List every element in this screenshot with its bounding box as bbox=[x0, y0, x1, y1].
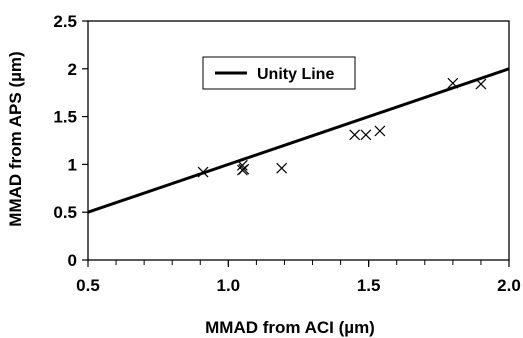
y-tick-label: 0 bbox=[68, 251, 77, 270]
x-axis-title: MMAD from ACI (µm) bbox=[205, 318, 375, 337]
data-point bbox=[349, 129, 361, 141]
y-axis-title: MMAD from APS (µm) bbox=[6, 51, 25, 226]
data-point bbox=[360, 129, 372, 141]
x-tick-label: 2.0 bbox=[497, 276, 521, 295]
y-tick-label: 0.5 bbox=[53, 203, 77, 222]
x-tick-label: 0.5 bbox=[76, 276, 100, 295]
unity-line bbox=[87, 67, 510, 214]
y-tick-label: 2 bbox=[68, 60, 77, 79]
data-point bbox=[276, 162, 288, 174]
data-point bbox=[374, 125, 386, 137]
x-tick-label: 1.0 bbox=[217, 276, 241, 295]
plot-area bbox=[87, 20, 510, 261]
series-layer bbox=[87, 67, 510, 214]
y-tick-label: 2.5 bbox=[53, 12, 77, 31]
x-tick-label: 1.5 bbox=[357, 276, 381, 295]
data-point bbox=[238, 163, 250, 175]
y-tick-label: 1.5 bbox=[53, 108, 77, 127]
legend-label-unity-line: Unity Line bbox=[257, 66, 334, 83]
axis-ticks bbox=[82, 20, 510, 267]
legend: Unity Line bbox=[202, 56, 356, 90]
plot-frame bbox=[87, 20, 510, 261]
y-tick-label: 1 bbox=[68, 155, 77, 174]
axis-tick-labels: 0 0.5 1 1.5 2 2.5 0.5 1.0 1.5 2.0 bbox=[53, 12, 520, 295]
